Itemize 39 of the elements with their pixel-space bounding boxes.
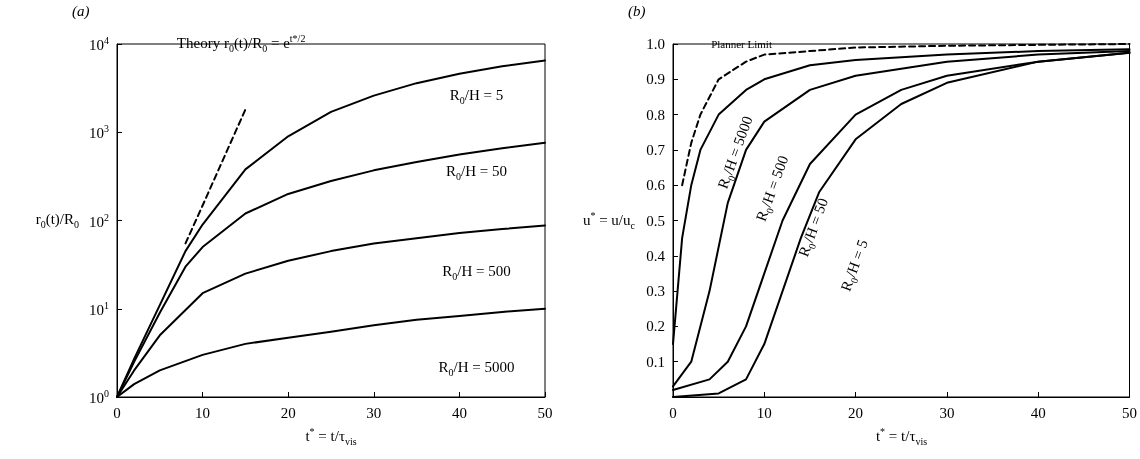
x-axis-title: t$^{*}$ = t/τ$_{vis}$ — [875, 426, 928, 447]
y-axis-title: u$^{*}$ = u/u$_{c}$ — [582, 209, 635, 231]
y-tick-label: 10$^{0}$ — [89, 387, 109, 406]
x-tick-label: 0 — [669, 404, 677, 421]
x-tick-label: 40 — [1030, 404, 1046, 421]
x-tick-label: 10 — [195, 404, 211, 421]
x-tick-label: 30 — [366, 404, 382, 421]
y-tick-label: 0.3 — [646, 282, 665, 299]
x-tick-label: 30 — [939, 404, 955, 421]
y-tick-label: 10$^{2}$ — [89, 211, 109, 229]
y-tick-label: 0.9 — [646, 70, 665, 87]
y-tick-label: 0.5 — [646, 212, 665, 228]
annotation: R$_{0}$/H = 50 — [446, 162, 508, 182]
y-tick-label: 0.8 — [646, 106, 665, 123]
x-tick-label: 10 — [756, 404, 772, 421]
y-tick-label: 0.1 — [646, 353, 665, 370]
annotation: R$_{0}$/H = 5000 — [438, 358, 515, 378]
y-axis-title: r$_{0}$(t)/R$_{0}$ — [35, 210, 79, 230]
y-tick-label: 0.6 — [646, 176, 665, 193]
annotation: R$_{0}$/H = 5 — [449, 86, 504, 106]
y-tick-label: 10$^{4}$ — [89, 34, 109, 53]
x-tick-label: 20 — [848, 404, 864, 421]
x-tick-label: 0 — [113, 404, 121, 421]
y-tick-label: 0.7 — [646, 141, 665, 158]
x-tick-label: 50 — [1122, 404, 1137, 421]
chart-title: (b) — [628, 3, 646, 19]
y-tick-label: 0.2 — [646, 317, 665, 334]
y-tick-label: 0.4 — [646, 247, 665, 264]
annotation: Theory r$_{0}$(t)/R$_{0}$ = e$^{t*/2}$ — [176, 33, 306, 54]
y-tick-label: 1.0 — [646, 35, 665, 52]
x-axis-title: t$^{*}$ = t/τ$_{vis}$ — [305, 426, 357, 447]
y-tick-label: 10$^{3}$ — [89, 122, 109, 141]
x-tick-label: 20 — [280, 404, 296, 421]
annotation: R$_{0}$/H = 500 — [442, 263, 511, 283]
y-tick-label: 10$^{1}$ — [89, 299, 109, 318]
annotation: Planner Limit — [711, 37, 772, 50]
x-tick-label: 50 — [537, 404, 553, 421]
x-tick-label: 40 — [451, 404, 467, 421]
chart-title: (a) — [72, 3, 90, 19]
